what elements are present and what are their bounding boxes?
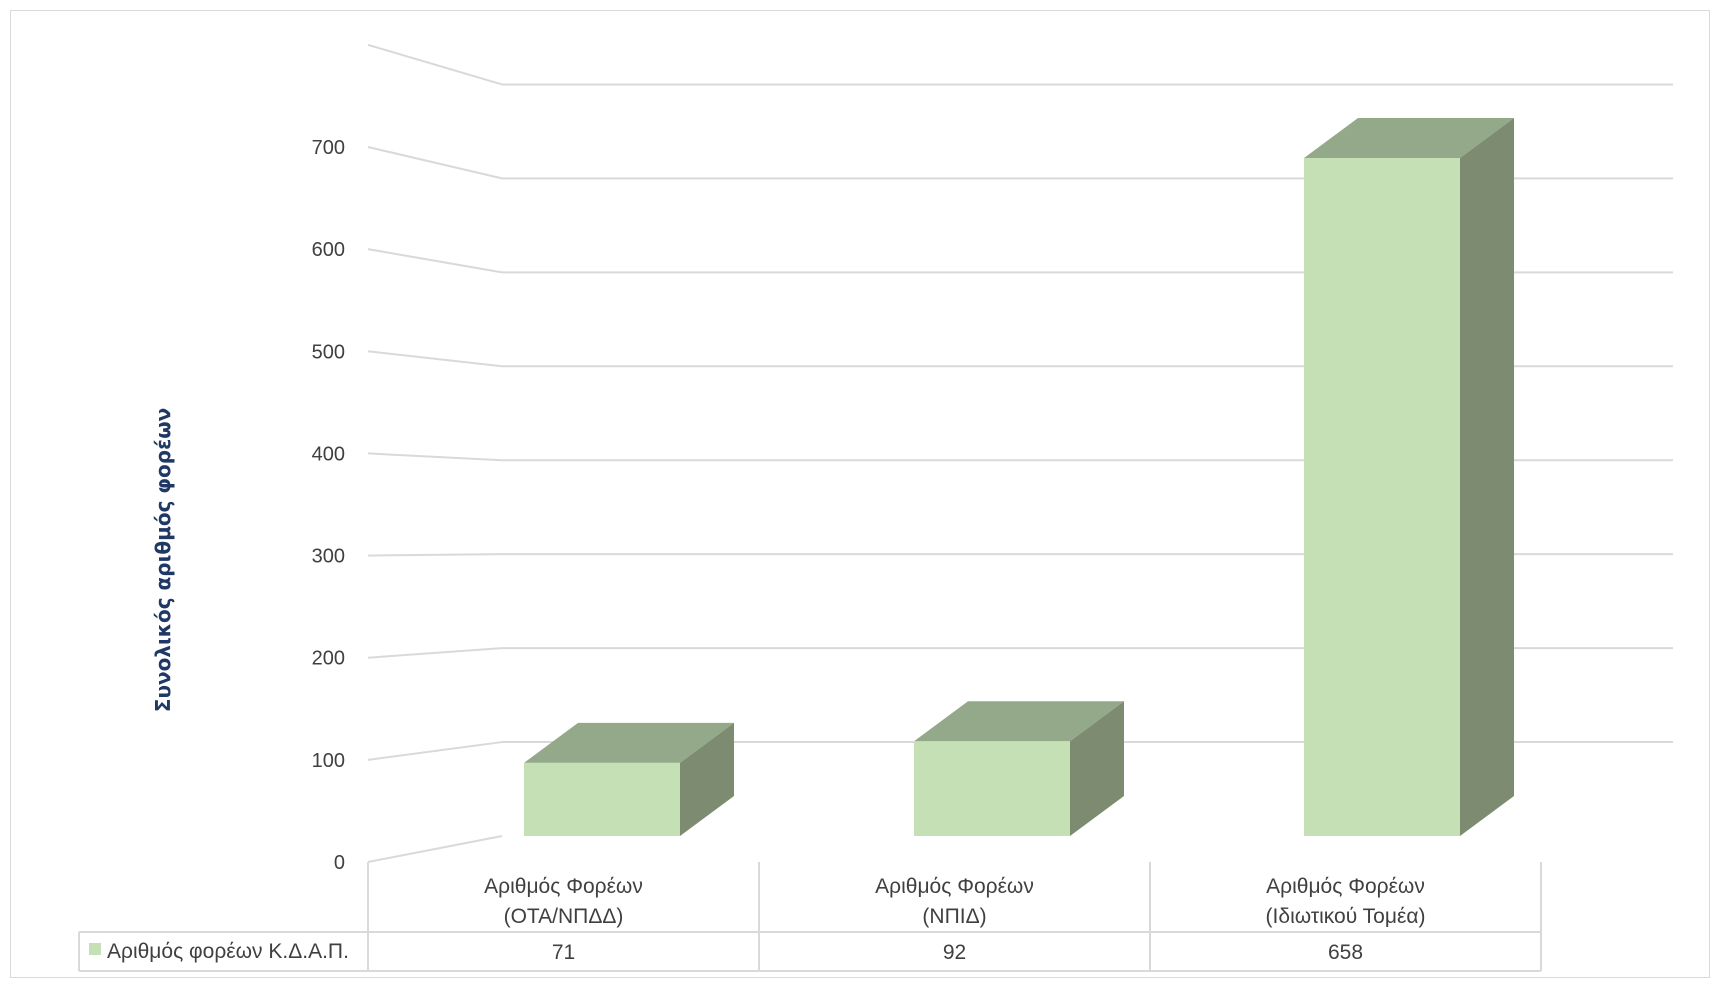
category-label: Αριθμός Φορέων [875,875,1034,898]
gridline-diagonal [367,248,503,274]
legend-label: Αριθμός φορέων Κ.Δ.Α.Π. [107,940,349,963]
category-label: Αριθμός Φορέων [1266,875,1425,898]
y-tick-label: 300 [312,546,345,568]
gridline-diagonal [367,146,503,180]
category-label: Αριθμός Φορέων [484,875,643,898]
gridline-diagonal [367,452,503,462]
gridline-diagonal [367,741,503,761]
category-label: (Ιδιωτικού Τομέα) [1266,905,1426,928]
gridline-diagonal [367,350,503,368]
bar-side [1460,118,1514,836]
data-label: 71 [552,941,575,964]
category-label: (ΝΠΙΔ) [922,905,986,928]
bar [1304,158,1460,836]
bar-side [1070,701,1124,836]
gridline-diagonal [367,553,503,557]
bar [914,741,1070,836]
y-tick-label: 500 [312,341,345,363]
bar-top [914,701,1124,742]
data-table: Αριθμός Φορέων (ΟΤΑ/ΝΠΔΔ) 71 Αριθμός Φορέων… [78,862,1542,972]
data-label: 658 [1328,941,1363,964]
y-tick-label: 0 [334,852,345,874]
y-tick-label: 100 [312,750,345,772]
y-tick-label: 200 [312,648,345,670]
gridline-diagonal [367,43,503,86]
bars [524,118,1514,836]
y-tick-label: 400 [312,443,345,465]
category-label: (ΟΤΑ/ΝΠΔΔ) [504,905,624,928]
bar-top [1304,118,1514,158]
gridline-diagonal [367,647,503,659]
y-tick-label: 600 [312,239,345,261]
y-axis-label: Συνολικός αριθμός φορέων [151,408,175,712]
data-label: 92 [943,941,966,964]
bar-top [524,722,734,763]
gridline-diagonal [367,835,503,863]
y-axis-ticks: 0 100 200 300 400 500 600 700 [312,137,345,874]
y-tick-label: 700 [312,137,345,159]
bar [524,762,680,836]
legend-swatch [89,943,101,955]
bar-side [680,722,734,836]
